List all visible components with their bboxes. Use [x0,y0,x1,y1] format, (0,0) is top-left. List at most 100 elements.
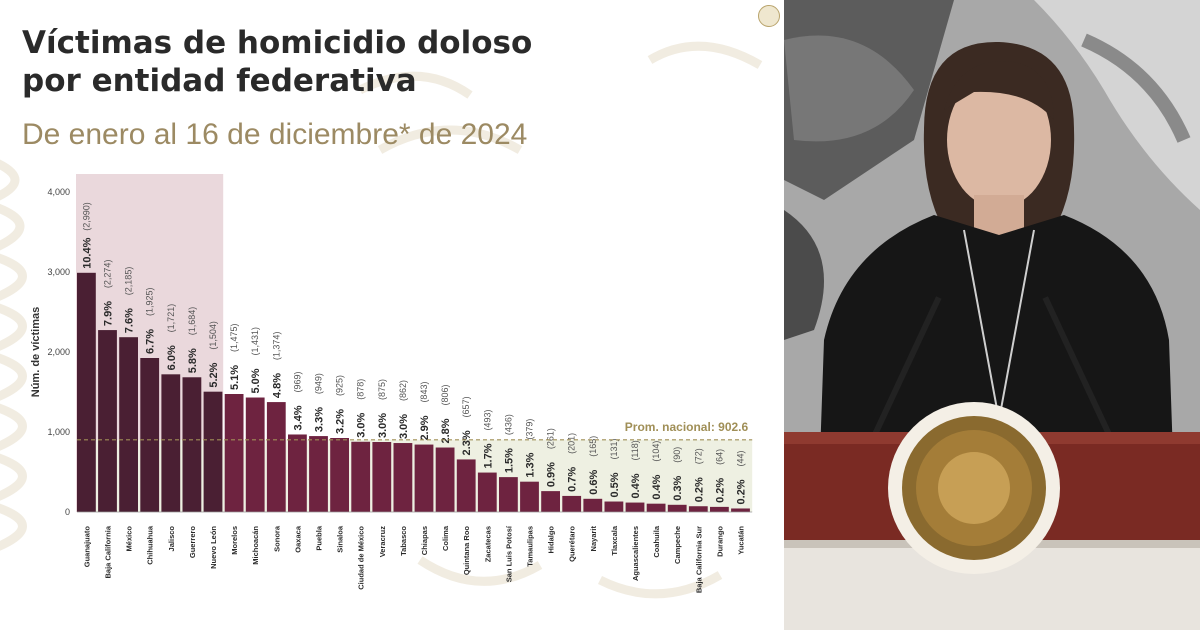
value-label: (493) [482,410,492,431]
bar [646,503,666,512]
percent-label: 3.2% [335,409,347,434]
bar [330,438,349,512]
value-label: (261) [546,428,556,449]
bar [266,402,286,512]
background-pattern [0,41,763,599]
value-label: (1,684) [187,307,197,336]
percent-label: 2.9% [419,415,431,440]
value-label: (1,374) [271,332,281,361]
category-label: Guerrero [188,526,197,559]
percent-label: 1.5% [503,448,515,473]
percent-label: 7.6% [124,308,136,333]
value-label: (44) [736,450,746,466]
category-label: Aguascalientes [631,526,640,581]
category-label: Zacatecas [483,526,492,562]
percent-label: 0.5% [609,472,621,497]
value-label: (436) [503,414,513,435]
bar [161,374,181,512]
value-label: (64) [714,449,724,465]
category-label: Coahuila [652,525,661,557]
value-label: (2,274) [103,260,113,289]
value-label: (1,431) [250,327,260,356]
bar-chart: 10.4% (2,990) Guanajuato 7.9% (2,274) Baja Ca… [30,174,753,593]
percent-label: 0.2% [714,478,726,503]
bar [98,330,117,512]
category-label: Colima [441,525,450,551]
percent-label: 5.0% [250,368,262,393]
category-label: Sinaloa [336,525,345,553]
category-label: Yucatán [737,526,746,555]
y-tick-label: 1,000 [47,427,70,437]
category-label: Baja California Sur [694,526,703,593]
bar [710,506,729,512]
percent-label: 3.0% [377,413,389,438]
category-label: Oaxaca [293,525,302,553]
category-label: México [125,526,134,552]
percent-label: 0.2% [693,477,705,502]
value-label: (878) [356,379,366,400]
bar [119,337,138,512]
bar [520,481,539,512]
value-label: (806) [440,385,450,406]
value-label: (2,185) [124,267,134,296]
percent-label: 0.4% [630,473,642,498]
slide-title: Víctimas de homicidio doloso por entidad… [22,24,532,100]
value-label: (969) [292,371,302,392]
bar [625,502,645,512]
average-label: Prom. nacional: 902.6 [625,420,749,434]
bar [541,491,560,512]
percent-label: 5.1% [229,365,241,390]
percent-label: 0.3% [672,476,684,501]
y-tick-label: 4,000 [47,187,70,197]
percent-label: 6.0% [166,345,178,370]
bar [288,434,307,512]
category-label: Michoacán [251,526,260,565]
category-label: Nuevo León [209,526,218,569]
podium [784,402,1200,630]
percent-label: 1.3% [525,452,537,477]
category-label: Jalisco [167,526,176,552]
bar [372,442,392,512]
value-label: (379) [525,419,535,440]
bar [224,394,244,512]
percent-label: 2.8% [440,418,452,443]
bar [667,504,687,512]
percent-label: 6.7% [145,329,157,354]
percent-label: 1.7% [482,443,494,468]
category-label: Puebla [315,525,324,550]
bar [203,391,223,512]
value-label: (90) [672,447,682,463]
percent-label: 0.6% [588,470,600,495]
category-label: Tlaxcala [610,525,619,555]
speaker-illustration [784,0,1200,630]
percent-label: 4.8% [271,373,283,398]
value-label: (165) [588,436,598,457]
bar [351,441,371,512]
category-label: Baja California [104,525,113,578]
value-label: (72) [693,448,703,464]
percent-label: 0.4% [651,474,663,499]
category-label: Tabasco [399,526,408,556]
category-label: Chiapas [420,526,429,555]
bar [393,443,413,512]
percent-label: 0.2% [736,479,748,504]
bar [309,436,328,512]
value-label: (2,990) [81,202,91,231]
category-label: Chihuahua [146,525,155,565]
speaker-video [784,0,1200,630]
bar [456,459,476,512]
category-label: Ciudad de México [357,526,366,590]
category-label: Querétaro [568,526,577,562]
bar [604,501,624,512]
y-tick-label: 0 [65,507,70,517]
category-label: Guanajuato [82,526,91,568]
value-label: (118) [630,440,640,460]
value-label: (875) [377,379,387,400]
category-label: Nayarit [589,526,598,552]
bar [477,472,497,512]
value-label: (1,475) [229,323,239,352]
bar [435,447,455,512]
bar [414,444,434,512]
value-label: (1,721) [166,304,176,333]
value-label: (131) [609,439,619,460]
